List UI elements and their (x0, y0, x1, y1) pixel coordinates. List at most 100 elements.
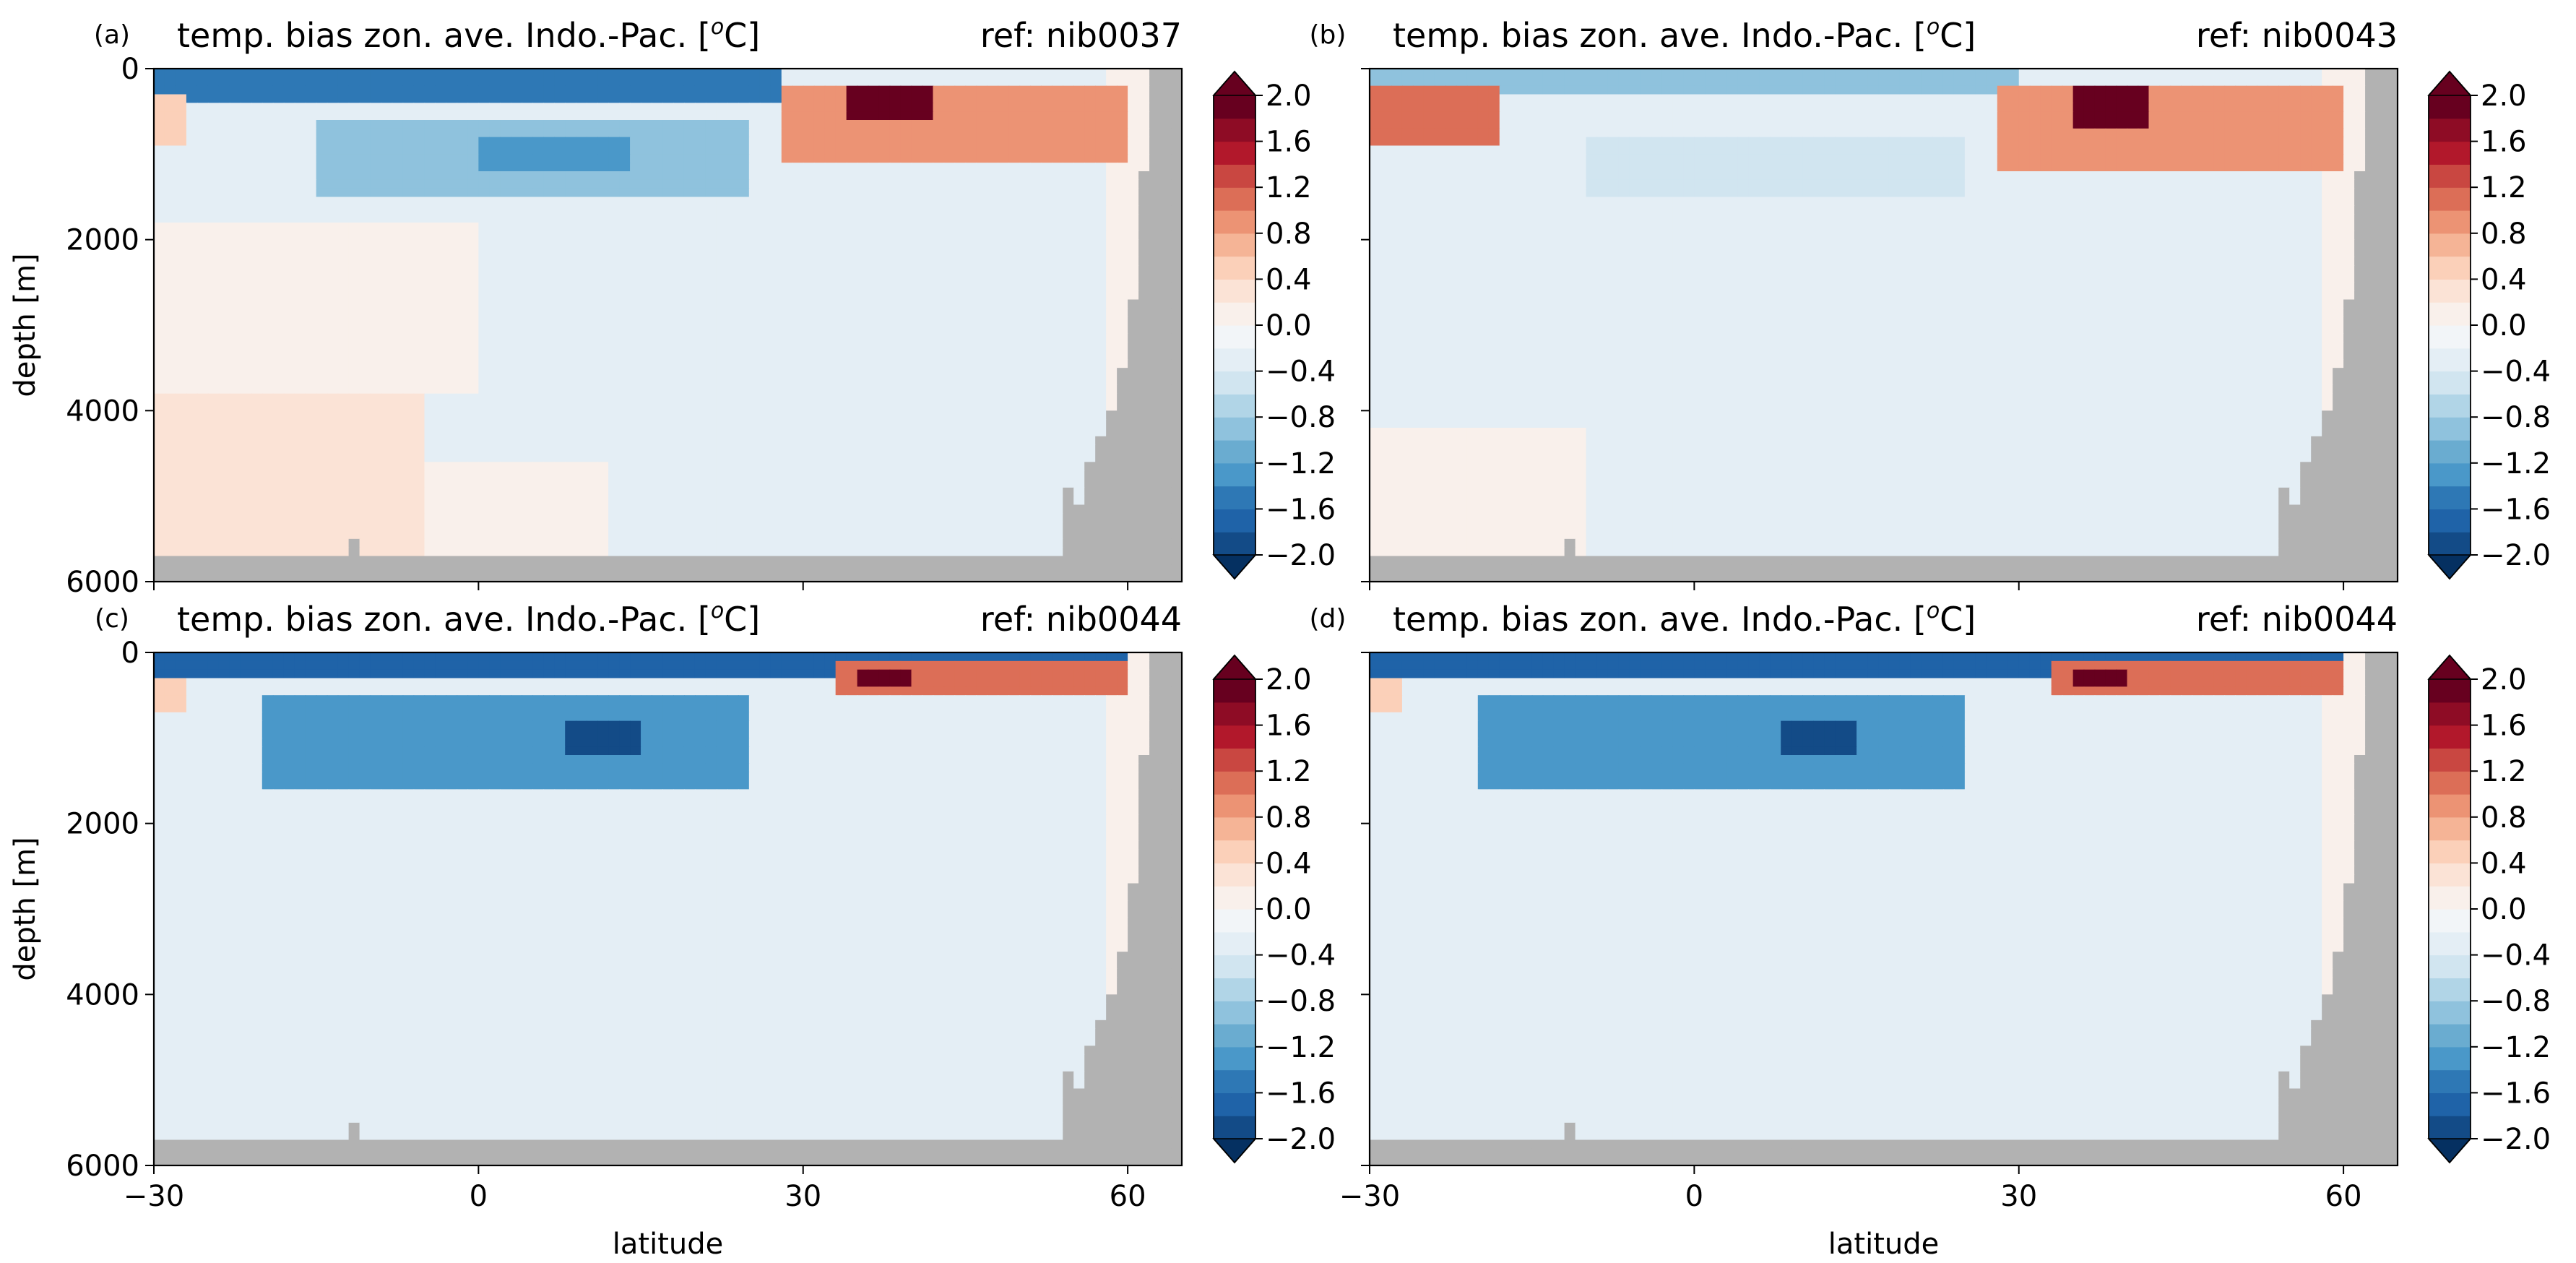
heatmap-cell (1030, 171, 1042, 181)
heatmap-cell (1019, 402, 1031, 412)
heatmap-cell (154, 154, 165, 163)
heatmap-cell (922, 274, 934, 283)
heatmap-cell (338, 171, 350, 181)
heatmap-cell (424, 171, 436, 181)
heatmap-cell (1030, 410, 1042, 420)
heatmap-cell (987, 129, 998, 138)
heatmap-cell (749, 342, 761, 352)
heatmap-cell (565, 129, 576, 138)
heatmap-cell (608, 86, 620, 95)
heatmap-cell (349, 180, 360, 189)
heatmap-cell (825, 189, 837, 198)
heatmap-cell (522, 325, 533, 335)
heatmap-cell (1160, 231, 1172, 241)
heatmap-cell (1008, 146, 1020, 155)
heatmap-cell (619, 334, 631, 343)
heatmap-cell (954, 479, 966, 488)
heatmap-cell (424, 189, 436, 198)
heatmap-cell (782, 428, 793, 437)
heatmap-cell (760, 359, 771, 368)
heatmap-cell (1095, 69, 1107, 78)
heatmap-cell (976, 394, 987, 403)
heatmap-cell (1052, 359, 1063, 368)
heatmap-cell (771, 488, 782, 497)
heatmap-cell (1138, 316, 1150, 326)
heatmap-cell (922, 428, 934, 437)
heatmap-cell (403, 223, 415, 232)
heatmap-cell (176, 223, 187, 232)
heatmap-cell (424, 436, 436, 446)
heatmap-cell (241, 316, 252, 326)
heatmap-cell (738, 129, 750, 138)
heatmap-cell (403, 342, 415, 352)
heatmap-cell (241, 86, 252, 95)
heatmap-cell (1052, 470, 1063, 480)
heatmap-cell (738, 300, 750, 309)
heatmap-cell (943, 316, 955, 326)
heatmap-cell (912, 137, 923, 147)
heatmap-cell (186, 231, 198, 241)
heatmap-cell (868, 257, 880, 266)
heatmap-cell (1160, 163, 1172, 172)
heatmap-cell (1117, 205, 1128, 215)
heatmap-cell (1095, 385, 1107, 395)
heatmap-cell (532, 316, 544, 326)
heatmap-cell (1084, 163, 1096, 172)
heatmap-cell (998, 171, 1009, 181)
heatmap-cell (933, 436, 944, 446)
heatmap-cell (208, 103, 220, 112)
heatmap-cell (803, 445, 815, 454)
heatmap-cell (597, 334, 609, 343)
heatmap-cell (392, 342, 404, 352)
heatmap-cell (782, 120, 793, 129)
heatmap-cell (1008, 283, 1020, 292)
heatmap-cell (1095, 410, 1107, 420)
heatmap-cell (987, 376, 998, 386)
heatmap-cell (771, 454, 782, 463)
heatmap-cell (965, 376, 977, 386)
heatmap-cell (879, 470, 891, 480)
heatmap-cell (782, 265, 793, 275)
heatmap-cell (511, 316, 522, 326)
heatmap-cell (327, 274, 339, 283)
heatmap-cell (1160, 376, 1172, 386)
heatmap-cell (554, 445, 566, 454)
heatmap-cell (825, 316, 837, 326)
heatmap-cell (295, 111, 306, 121)
heatmap-cell (771, 146, 782, 155)
heatmap-cell (1106, 240, 1118, 249)
heatmap-cell (413, 111, 425, 121)
heatmap-cell (738, 223, 750, 232)
heatmap-cell (446, 283, 457, 292)
heatmap-cell (965, 111, 977, 121)
heatmap-cell (922, 171, 934, 181)
heatmap-cell (1041, 394, 1053, 403)
heatmap-cell (208, 513, 220, 522)
heatmap-cell (284, 103, 295, 112)
heatmap-cell (284, 325, 295, 335)
heatmap-cell (413, 385, 425, 395)
heatmap-cell (208, 505, 220, 514)
heatmap-cell (1073, 325, 1085, 335)
heatmap-cell (1160, 300, 1172, 309)
heatmap-cell (1171, 77, 1183, 87)
heatmap-cell (532, 120, 544, 129)
heatmap-cell (403, 376, 415, 386)
heatmap-cell (543, 205, 555, 215)
heatmap-cell (360, 86, 371, 95)
heatmap-cell (987, 462, 998, 471)
heatmap-cell (327, 146, 339, 155)
heatmap-cell (965, 428, 977, 437)
heatmap-cell (284, 394, 295, 403)
heatmap-cell (998, 120, 1009, 129)
heatmap-cell (760, 470, 771, 480)
heatmap-cell (360, 291, 371, 301)
heatmap-cell (1128, 368, 1139, 377)
heatmap-cell (1030, 479, 1042, 488)
heatmap-cell (976, 462, 987, 471)
heatmap-cell (489, 454, 501, 463)
heatmap-cell (284, 300, 295, 309)
heatmap-cell (381, 316, 393, 326)
heatmap-cell (998, 146, 1009, 155)
heatmap-cell (284, 479, 295, 488)
